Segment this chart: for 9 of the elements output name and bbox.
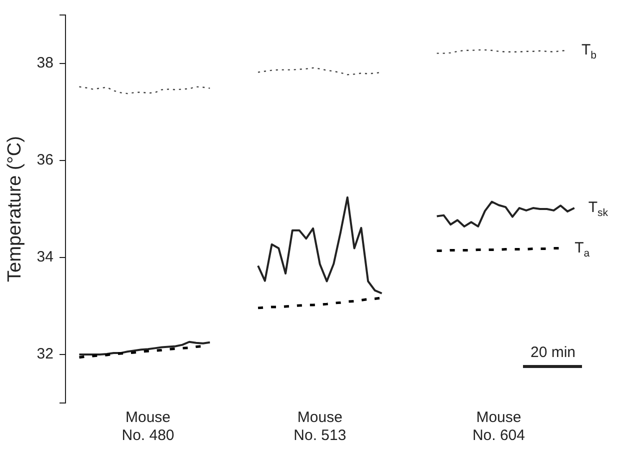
y-tick-label: 38: [36, 54, 54, 72]
x-tick-label: Mouse No. 480: [122, 409, 174, 444]
y-axis-title: Temperature (°C): [4, 136, 26, 282]
y-tick-label: 36: [36, 152, 54, 169]
annotation: 20 min: [530, 344, 576, 361]
y-tick-label: 34: [36, 248, 54, 266]
x-tick-label: Mouse No. 513: [294, 409, 346, 444]
y-tick-label: 32: [36, 346, 54, 363]
x-tick-label: Mouse No. 604: [472, 409, 525, 444]
